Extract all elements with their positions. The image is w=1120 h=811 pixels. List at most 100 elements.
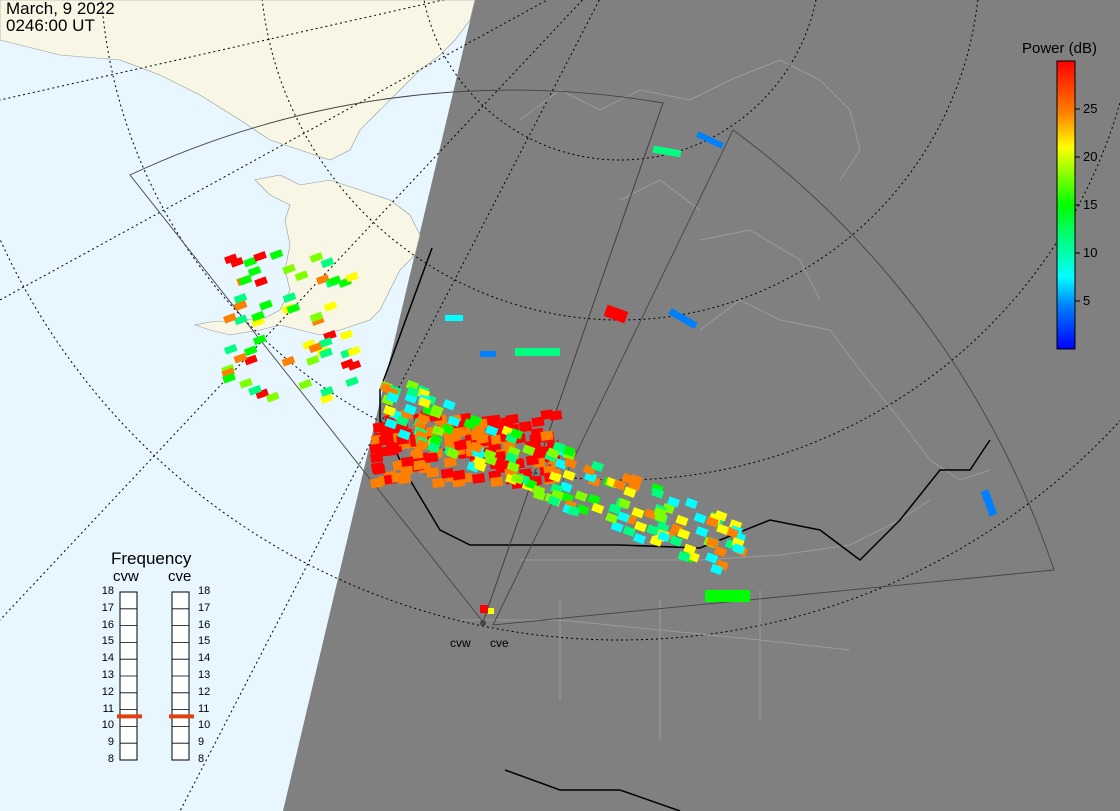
scatter-cell bbox=[340, 358, 355, 370]
scatter-cell bbox=[644, 508, 658, 520]
scatter-cell bbox=[576, 503, 590, 516]
scatter-cell bbox=[605, 512, 619, 524]
scatter-cell bbox=[693, 512, 707, 524]
day-hemisphere bbox=[0, 0, 475, 811]
scatter-cell bbox=[309, 252, 324, 263]
scatter-cell bbox=[677, 528, 691, 540]
scatter-cell bbox=[532, 489, 546, 501]
scatter-cell bbox=[696, 131, 724, 149]
scatter-cell bbox=[725, 526, 739, 539]
scatter-cell bbox=[339, 329, 354, 341]
scatter-cell bbox=[309, 311, 324, 323]
scatter-cell bbox=[531, 416, 545, 428]
scatter-cell bbox=[251, 316, 266, 328]
scatter-cell bbox=[705, 590, 750, 602]
scatter-cell bbox=[255, 388, 269, 400]
scatter-cell bbox=[657, 530, 671, 543]
scatter-cell bbox=[412, 459, 426, 471]
frequency-tick-label: 17 bbox=[101, 601, 114, 614]
scatter-cell bbox=[347, 345, 361, 357]
scatter-cell bbox=[233, 352, 248, 364]
scatter-cell bbox=[430, 404, 444, 416]
scatter-cell bbox=[695, 525, 709, 538]
scatter-cell bbox=[440, 423, 455, 435]
scatter-cell bbox=[610, 521, 624, 533]
scatter-cell bbox=[623, 486, 637, 498]
scatter-cell bbox=[472, 473, 486, 484]
scatter-cell bbox=[652, 145, 682, 158]
scatter-cell bbox=[320, 386, 334, 397]
frequency-tick-label: 11 bbox=[102, 702, 114, 715]
scatter-cell bbox=[612, 479, 627, 491]
scatter-cell bbox=[386, 443, 400, 455]
scatter-cell bbox=[559, 481, 573, 493]
scatter-cell bbox=[229, 256, 244, 268]
scatter-cell bbox=[308, 342, 323, 354]
colorbar-tick-label: 10 bbox=[1083, 245, 1098, 260]
scatter-cell bbox=[453, 440, 468, 451]
frequency-title: Frequency bbox=[111, 549, 192, 568]
scatter-cell bbox=[400, 464, 414, 476]
scatter-cell bbox=[253, 251, 267, 262]
scatter-cell bbox=[369, 443, 383, 454]
scatter-cell bbox=[651, 487, 665, 499]
scatter-cell bbox=[669, 535, 683, 547]
scatter-cell bbox=[254, 276, 268, 288]
scatter-cell bbox=[554, 458, 568, 470]
scatter-cell bbox=[248, 384, 262, 396]
scatter-cell bbox=[247, 265, 262, 277]
scatter-cell bbox=[646, 524, 660, 536]
scatter-cell bbox=[684, 497, 698, 509]
scatter-cell bbox=[633, 532, 647, 545]
scatter-cell bbox=[323, 301, 338, 312]
scatter-cell bbox=[416, 413, 430, 425]
scatter-cell bbox=[239, 377, 253, 389]
scatter-cell bbox=[252, 334, 267, 346]
scatter-cell bbox=[654, 511, 668, 523]
scatter-cell bbox=[446, 447, 460, 459]
frequency-tick-label: 18 bbox=[101, 585, 114, 597]
colorbar-tick-label: 25 bbox=[1083, 101, 1098, 116]
scatter-cell bbox=[302, 339, 316, 350]
scatter-cell bbox=[442, 399, 456, 411]
backscatter-cells bbox=[221, 131, 998, 614]
scatter-cell bbox=[398, 473, 412, 485]
scatter-cell bbox=[518, 421, 533, 433]
scatter-cell bbox=[471, 448, 486, 460]
radar-label-cvw: cvw bbox=[113, 568, 139, 585]
country-border bbox=[379, 247, 991, 811]
scatter-cell bbox=[705, 516, 719, 528]
frequency-tick-label: 8 bbox=[107, 753, 114, 765]
scatter-cell bbox=[453, 426, 467, 438]
frequency-tick-label: 10 bbox=[101, 719, 114, 732]
scatter-cell bbox=[234, 314, 248, 326]
scatter-cell bbox=[397, 429, 411, 441]
frequency-tick-label: 10 bbox=[198, 719, 211, 732]
frequency-tick-label: 11 bbox=[198, 702, 210, 715]
scatter-cell bbox=[269, 249, 284, 260]
scatter-cell bbox=[282, 263, 296, 275]
scatter-cell bbox=[505, 413, 519, 425]
scatter-cell bbox=[480, 351, 496, 357]
scatter-cell bbox=[547, 495, 561, 507]
scatter-cell bbox=[668, 307, 698, 330]
scatter-cell bbox=[286, 303, 301, 314]
frequency-tick-label: 18 bbox=[198, 585, 211, 597]
frequency-tick-label: 16 bbox=[101, 618, 114, 631]
scatter-cell bbox=[452, 469, 466, 481]
scatter-cell bbox=[323, 330, 337, 341]
frequency-tick-label: 16 bbox=[198, 618, 211, 631]
scatter-cell bbox=[473, 460, 487, 472]
scatter-cell bbox=[480, 605, 488, 613]
colorbar-title: Power (dB) bbox=[1022, 40, 1098, 57]
scatter-cell bbox=[222, 372, 236, 384]
frequency-tick-label: 17 bbox=[198, 601, 211, 614]
scatter-cell bbox=[470, 429, 484, 441]
scatter-cell bbox=[732, 543, 746, 555]
scatter-cell bbox=[705, 536, 720, 549]
scatter-cell bbox=[318, 337, 333, 348]
scatter-cell bbox=[415, 438, 429, 451]
frequency-tick-label: 12 bbox=[198, 685, 211, 698]
scatter-cell bbox=[490, 434, 504, 445]
